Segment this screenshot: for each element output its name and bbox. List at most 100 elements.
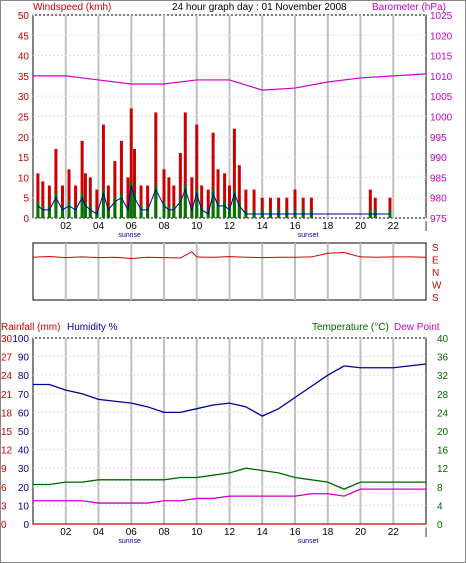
direction-line <box>32 251 427 260</box>
barometer-line <box>33 73 427 91</box>
wind-avg-bar <box>162 201 166 218</box>
rain-tick-label: 12 <box>1 446 13 457</box>
baro-tick-label: 990 <box>430 153 447 164</box>
direction-label: E <box>432 256 439 267</box>
direction-label: S <box>432 243 439 254</box>
x-tick-label: 02 <box>60 221 72 232</box>
wind-avg-line <box>37 185 390 215</box>
wind-gust-bar <box>60 185 64 218</box>
wind-gust-bar <box>244 189 248 218</box>
x-tick-label: 20 <box>355 527 367 538</box>
sunrise-label: sunrise <box>118 538 141 545</box>
temp-tick-label: 8 <box>437 483 443 494</box>
wind-gust-bar <box>228 185 231 218</box>
x-tick-label: 18 <box>322 221 334 232</box>
wind-avg-bar <box>154 185 158 218</box>
direction-label: S <box>432 293 439 304</box>
x-tick-label: 08 <box>158 527 170 538</box>
rain-tick-label: 27 <box>1 353 13 364</box>
baro-tick-label: 1005 <box>430 92 453 103</box>
x-tick-label: 20 <box>355 221 367 232</box>
dewpoint-line <box>33 488 426 504</box>
wind-gust-bar <box>373 197 377 218</box>
wind-gust-bar <box>368 189 372 218</box>
baro-tick-label: 980 <box>430 194 447 205</box>
wind-avg-bar <box>67 201 71 218</box>
humidity-tick-label: 30 <box>18 464 30 475</box>
rain-tick-label: 30 <box>1 334 13 345</box>
humidity-label: Humidity % <box>67 322 118 333</box>
wind-avg-bar <box>216 201 220 218</box>
x-tick-label: 16 <box>289 221 301 232</box>
baro-tick-label: 985 <box>430 173 447 184</box>
wind-avg-bar <box>129 181 133 218</box>
wind-gust-bar <box>172 185 176 218</box>
wind-tick-label: 20 <box>18 133 30 144</box>
x-tick-label: 22 <box>388 221 400 232</box>
wind-tick-label: 0 <box>23 214 29 225</box>
wind-gust-bar <box>80 140 84 218</box>
wind-gust-bar <box>36 173 40 218</box>
wind-avg-bar <box>54 193 58 218</box>
x-tick-label: 18 <box>322 527 334 538</box>
temp-tick-label: 32 <box>437 371 449 382</box>
temp-tick-label: 36 <box>437 353 449 364</box>
humidity-tick-label: 20 <box>18 483 30 494</box>
rain-tick-label: 0 <box>1 520 7 531</box>
baro-tick-label: 1015 <box>430 52 453 63</box>
wind-gust-bar <box>101 124 105 218</box>
humidity-tick-label: 90 <box>18 353 30 364</box>
rainfall-label: Rainfall (mm) <box>1 322 60 333</box>
dewpoint-label: Dew Point <box>394 322 440 333</box>
wind-avg-bar <box>36 201 40 218</box>
baro-tick-label: 975 <box>430 214 447 225</box>
wind-avg-bar <box>146 205 150 218</box>
wind-tick-label: 25 <box>18 113 30 124</box>
wind-avg-bar <box>211 189 215 218</box>
humidity-tick-label: 70 <box>18 390 30 401</box>
humidity-tick-label: 10 <box>18 501 30 512</box>
x-tick-label: 10 <box>191 527 203 538</box>
wind-avg-bar <box>41 205 45 218</box>
wind-gust-bar <box>237 165 241 218</box>
wind-gust-bar <box>119 140 123 218</box>
humidity-tick-label: 50 <box>18 427 30 438</box>
wind-avg-bar <box>172 205 176 218</box>
temperature-line <box>33 467 426 490</box>
x-tick-label: 06 <box>126 221 138 232</box>
humidity-tick-label: 40 <box>18 446 30 457</box>
x-tick-label: 10 <box>191 221 203 232</box>
x-tick-label: | <box>425 527 428 538</box>
temp-tick-label: 24 <box>437 408 449 419</box>
wind-tick-label: 10 <box>18 173 30 184</box>
wind-avg-bar <box>101 189 105 218</box>
wind-avg-bar <box>126 205 130 218</box>
wind-gust-bar <box>388 197 392 218</box>
wind-avg-bar <box>223 201 227 218</box>
wind-gust-bar <box>206 189 210 218</box>
wind-gust-bar <box>183 112 187 218</box>
wind-gust-bar <box>167 177 171 218</box>
temp-tick-label: 12 <box>437 464 449 475</box>
wind-gust-bar <box>95 189 99 218</box>
wind-gust-bar <box>41 181 45 218</box>
temperature-label: Temperature (°C) <box>312 322 389 333</box>
wind-avg-bar <box>178 197 182 218</box>
wind-avg-bar <box>195 189 199 218</box>
temp-tick-label: 4 <box>437 501 443 512</box>
x-tick-label: | <box>425 221 428 232</box>
wind-gust-bar <box>83 173 87 218</box>
x-tick-label: 06 <box>126 527 138 538</box>
rain-tick-label: 24 <box>1 371 13 382</box>
wind-gust-bar <box>309 197 313 218</box>
wind-gust-bar <box>126 177 130 218</box>
wind-gust-bar <box>200 185 204 218</box>
x-tick-label: 12 <box>224 221 236 232</box>
humidity-tick-label: 60 <box>18 408 30 419</box>
wind-gust-bar <box>277 197 281 218</box>
wind-tick-label: 40 <box>18 52 30 63</box>
wind-avg-bar <box>119 193 123 218</box>
wind-gust-bar <box>190 177 194 218</box>
humidity-tick-label: 0 <box>23 520 29 531</box>
x-tick-label: 22 <box>388 527 400 538</box>
